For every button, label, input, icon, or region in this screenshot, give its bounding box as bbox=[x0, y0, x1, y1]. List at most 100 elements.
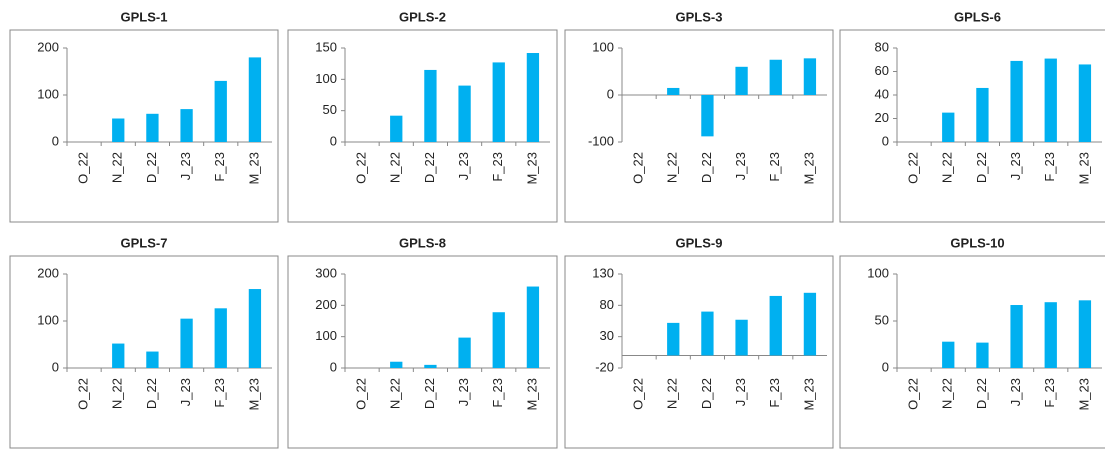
chart-title: GPLS-6 bbox=[954, 9, 1001, 24]
panel-frame bbox=[287, 255, 558, 449]
bar bbox=[248, 289, 262, 368]
x-tick-label: J_23 bbox=[733, 152, 748, 180]
x-tick-label: J_23 bbox=[1008, 378, 1023, 406]
bar bbox=[942, 341, 955, 368]
y-tick-label: 100 bbox=[592, 39, 614, 54]
bar bbox=[146, 113, 159, 142]
y-tick-label: -100 bbox=[588, 133, 614, 148]
x-tick-label: F_23 bbox=[212, 152, 227, 182]
chart-panel: GPLS-6 0 20 40 60 80 O_22 N_22 D_22 J_23 F_23 M_23 bbox=[839, 9, 1105, 223]
chart-panel: GPLS-2 0 50 100 150 O_22 N_22 D_22 J_23 F_23 M_23 bbox=[287, 9, 558, 223]
bar bbox=[1044, 58, 1057, 143]
chart-panel: GPLS-7 0 100 200 O_22 N_22 D_22 J_23 F_23 M_23 bbox=[9, 235, 279, 449]
bar bbox=[214, 308, 227, 368]
x-tick-label: M_23 bbox=[801, 152, 816, 185]
bar bbox=[1010, 60, 1023, 142]
bar bbox=[526, 53, 540, 142]
y-tick-label: 20 bbox=[875, 110, 889, 125]
panel-frame bbox=[564, 255, 834, 449]
x-tick-label: O_22 bbox=[631, 378, 646, 410]
bar bbox=[214, 80, 227, 142]
x-tick-label: F_23 bbox=[490, 152, 505, 182]
chart-title: GPLS-3 bbox=[676, 9, 723, 24]
x-tick-label: M_23 bbox=[246, 152, 261, 185]
y-tick-label: 300 bbox=[315, 265, 337, 280]
y-tick-label: 0 bbox=[52, 133, 59, 148]
bar bbox=[458, 85, 471, 142]
y-tick-label: 40 bbox=[875, 86, 889, 101]
x-tick-label: J_23 bbox=[178, 378, 193, 406]
x-tick-label: N_22 bbox=[940, 378, 955, 409]
x-tick-label: O_22 bbox=[631, 152, 646, 184]
bar bbox=[976, 87, 989, 142]
x-tick-label: D_22 bbox=[144, 152, 159, 183]
y-tick-label: 0 bbox=[882, 133, 889, 148]
bar bbox=[248, 57, 262, 142]
x-tick-label: M_23 bbox=[246, 378, 261, 411]
chart-title: GPLS-8 bbox=[399, 235, 446, 250]
x-tick-label: F_23 bbox=[490, 378, 505, 408]
chart-panel: GPLS-8 0 100 200 300 O_22 N_22 D_22 J_23 F_23 M_23 bbox=[287, 235, 558, 449]
panel-frame bbox=[287, 29, 558, 223]
bar bbox=[112, 118, 125, 142]
x-tick-label: M_23 bbox=[1076, 152, 1091, 185]
bar bbox=[458, 337, 471, 368]
bar bbox=[146, 351, 159, 368]
panel-frame bbox=[839, 29, 1105, 223]
x-tick-label: J_23 bbox=[1008, 152, 1023, 180]
y-tick-label: 200 bbox=[315, 297, 337, 312]
chart-panel: GPLS-1 0 100 200 O_22 N_22 D_22 J_23 F_23 M_23 bbox=[9, 9, 279, 223]
x-tick-label: J_23 bbox=[178, 152, 193, 180]
x-tick-label: D_22 bbox=[699, 152, 714, 183]
x-tick-label: O_22 bbox=[906, 152, 921, 184]
x-tick-label: J_23 bbox=[733, 378, 748, 406]
bar bbox=[701, 311, 714, 356]
bar bbox=[735, 66, 748, 95]
y-tick-label: 200 bbox=[37, 39, 59, 54]
panel-frame bbox=[564, 29, 834, 223]
x-tick-label: M_23 bbox=[524, 152, 539, 185]
bar bbox=[492, 62, 505, 143]
y-tick-label: 200 bbox=[37, 265, 59, 280]
x-tick-label: M_23 bbox=[801, 378, 816, 411]
bar bbox=[769, 295, 782, 356]
x-tick-label: J_23 bbox=[456, 152, 471, 180]
x-tick-label: M_23 bbox=[524, 378, 539, 411]
bar bbox=[942, 112, 955, 142]
bar bbox=[1010, 305, 1023, 368]
bar bbox=[976, 342, 989, 368]
chart-panel: GPLS-3 -100 0 100 O_22 N_22 D_22 J_23 F_23 M_23 bbox=[564, 9, 834, 223]
chart-panel: GPLS-9 -20 30 80 130 O_22 N_22 D_22 J_23 F_23 M_23 bbox=[564, 235, 834, 449]
panel-frame bbox=[9, 255, 279, 449]
x-tick-label: J_23 bbox=[456, 378, 471, 406]
panel-frame bbox=[9, 29, 279, 223]
bar bbox=[1078, 300, 1092, 368]
y-tick-label: 60 bbox=[875, 63, 889, 78]
y-tick-label: 100 bbox=[37, 86, 59, 101]
bar bbox=[180, 109, 193, 142]
y-tick-label: 0 bbox=[330, 359, 337, 374]
panel-frame bbox=[839, 255, 1105, 449]
y-tick-label: 100 bbox=[315, 328, 337, 343]
chart-panel: GPLS-10 0 50 100 O_22 N_22 D_22 J_23 F_23 M_23 bbox=[839, 235, 1105, 449]
bar bbox=[769, 59, 782, 95]
bar bbox=[667, 87, 680, 95]
bar bbox=[492, 312, 505, 368]
y-tick-label: 0 bbox=[52, 359, 59, 374]
y-tick-label: 150 bbox=[315, 39, 337, 54]
x-tick-label: D_22 bbox=[422, 152, 437, 183]
bar bbox=[735, 319, 748, 356]
bar bbox=[803, 292, 817, 356]
x-tick-label: N_22 bbox=[388, 378, 403, 409]
x-tick-label: D_22 bbox=[422, 378, 437, 409]
y-tick-label: 80 bbox=[600, 297, 614, 312]
chart-title: GPLS-1 bbox=[121, 9, 168, 24]
x-tick-label: O_22 bbox=[906, 378, 921, 410]
x-tick-label: O_22 bbox=[354, 152, 369, 184]
x-tick-label: D_22 bbox=[974, 152, 989, 183]
x-tick-label: F_23 bbox=[1042, 152, 1057, 182]
x-tick-label: N_22 bbox=[110, 378, 125, 409]
x-tick-label: F_23 bbox=[767, 152, 782, 182]
y-tick-label: 80 bbox=[875, 39, 889, 54]
